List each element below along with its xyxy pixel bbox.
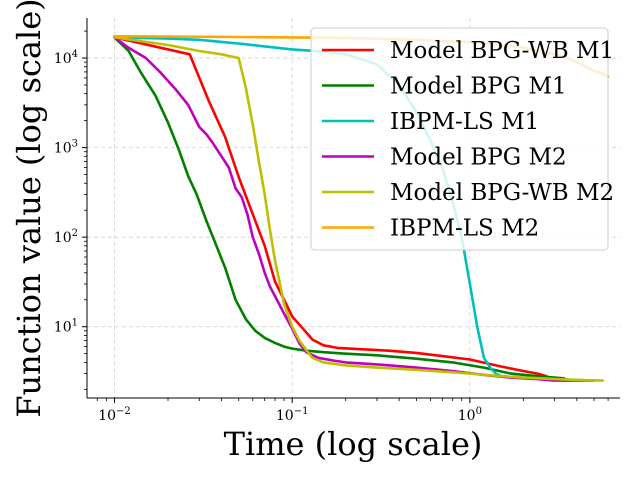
series-line-2 [113,36,566,380]
x-tick-label-exponent: 0 [476,406,482,417]
x-tick-label-base: 10 [98,408,116,424]
y-tick-label: 103 [54,139,78,157]
y-tick-label-exponent: 4 [72,49,78,60]
x-tick-label-exponent: −1 [294,406,309,417]
y-tick-label-exponent: 1 [72,318,78,329]
y-tick-label: 104 [54,49,78,67]
y-tick-label-base: 10 [54,141,72,157]
x-tick-label: 100 [458,406,482,424]
x-tick-label-exponent: −2 [116,406,131,417]
x-axis-label: Time (log scale) [224,425,483,463]
legend-box [310,27,609,251]
legend: Model BPG-WB M1 Model BPG M1 IBPM-LS M1 Mod… [310,27,614,251]
legend-label: Model BPG M2 [390,145,567,171]
legend-label: Model BPG-WB M2 [390,180,614,206]
y-tick-label-exponent: 2 [72,228,78,239]
x-tick-label-base: 10 [458,408,476,424]
legend-label: Model BPG-WB M1 [390,38,614,64]
x-tick-label: 10−2 [98,406,131,424]
y-tick-label-base: 10 [54,320,72,336]
legend-label: IBPM-LS M1 [390,109,539,135]
y-axis-label: Function value (log scale) [10,0,48,418]
axes [86,18,620,399]
y-tick-label-base: 10 [54,51,72,67]
x-tick-label-base: 10 [276,408,294,424]
y-tick-label-exponent: 3 [72,139,78,150]
series-line-5 [113,36,605,382]
series-line-1 [113,36,548,378]
x-tick-label: 10−1 [276,406,309,424]
y-tick-label: 101 [54,318,78,336]
legend-label: Model BPG M1 [390,74,567,100]
y-tick-label-base: 10 [54,230,72,246]
legend-label: IBPM-LS M2 [390,216,539,242]
y-tick-label: 102 [54,228,78,246]
